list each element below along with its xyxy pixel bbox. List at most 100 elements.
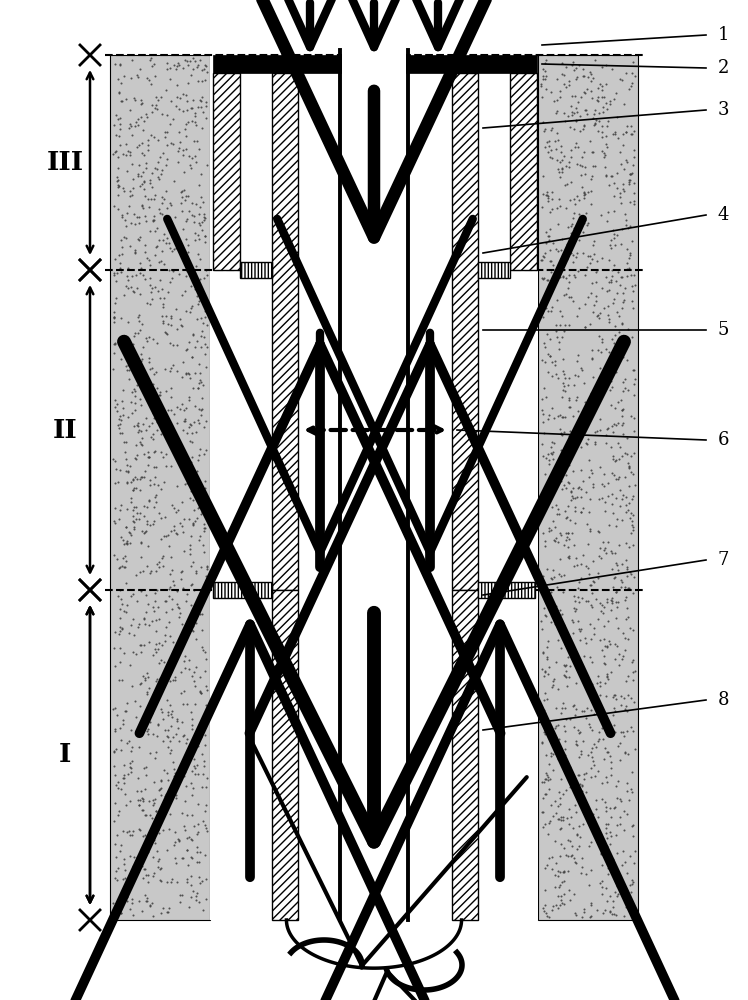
Point [610,126,622,142]
Point [142,137,154,153]
Point [587,479,599,495]
Point [154,872,166,888]
Point [186,417,197,433]
Point [149,279,161,295]
Point [605,356,617,372]
Point [125,527,137,543]
Point [552,798,564,814]
Point [174,134,186,150]
Point [168,765,180,781]
Point [141,160,153,176]
Point [537,271,549,287]
Point [569,269,581,285]
Point [619,630,631,646]
Point [610,417,622,433]
Point [143,354,155,370]
Point [154,781,166,797]
Point [543,659,555,675]
Point [568,490,580,506]
Point [616,269,628,285]
Point [619,701,631,717]
Point [550,241,562,257]
Point [144,634,156,650]
Point [617,724,629,740]
Point [191,380,203,396]
Point [586,304,598,320]
Point [138,498,150,514]
Point [196,401,208,417]
Point [536,577,548,593]
Point [578,84,590,100]
Point [156,206,168,222]
Point [601,421,613,437]
Point [582,289,594,305]
Point [127,482,139,498]
Point [183,392,195,408]
Point [621,446,633,462]
Point [146,360,158,376]
Point [125,494,137,510]
Point [560,782,571,798]
Point [557,323,569,339]
Bar [452,73,478,590]
Point [542,411,554,427]
Point [560,733,571,749]
Point [171,229,183,245]
Point [186,787,198,803]
Point [138,463,150,479]
Point [583,577,595,593]
Point [111,265,123,281]
Point [166,591,178,607]
Point [151,220,163,236]
Point [181,341,193,357]
Point [592,123,604,139]
Point [201,559,213,575]
Point [181,615,193,631]
Point [560,847,571,863]
Point [550,323,562,339]
Point [113,411,125,427]
Point [581,436,593,452]
Point [200,442,212,458]
Point [559,452,571,468]
Point [187,554,199,570]
Point [570,736,582,752]
Bar [213,73,240,270]
Point [568,558,580,574]
Point [623,495,635,511]
Point [133,137,145,153]
Point [562,549,574,565]
Point [565,149,577,165]
Point [558,886,570,902]
Point [129,395,141,411]
Point [565,289,577,305]
Point [165,697,177,713]
Point [144,825,156,841]
Point [135,549,147,565]
Point [555,888,567,904]
Point [555,527,567,543]
Point [154,384,166,400]
Point [590,801,602,817]
Point [625,166,637,182]
Point [171,596,183,612]
Point [194,166,206,182]
Point [625,464,637,480]
Point [560,669,572,685]
Point [157,313,169,329]
Point [564,711,576,727]
Point [576,362,588,378]
Point [108,336,120,352]
Point [111,849,123,865]
Point [566,104,578,120]
Point [625,872,637,888]
Point [628,175,640,191]
Point [625,517,637,533]
Point [585,183,597,199]
Point [621,568,633,584]
Point [136,790,148,806]
Point [186,100,198,116]
Point [625,408,637,424]
Point [173,140,185,156]
Point [155,89,167,105]
